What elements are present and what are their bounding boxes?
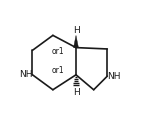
Polygon shape bbox=[74, 35, 78, 48]
Text: NH: NH bbox=[107, 72, 121, 81]
Text: or1: or1 bbox=[51, 47, 64, 55]
Text: NH: NH bbox=[20, 70, 33, 79]
Text: H: H bbox=[73, 26, 79, 35]
Text: or1: or1 bbox=[51, 66, 64, 75]
Text: H: H bbox=[73, 88, 79, 97]
